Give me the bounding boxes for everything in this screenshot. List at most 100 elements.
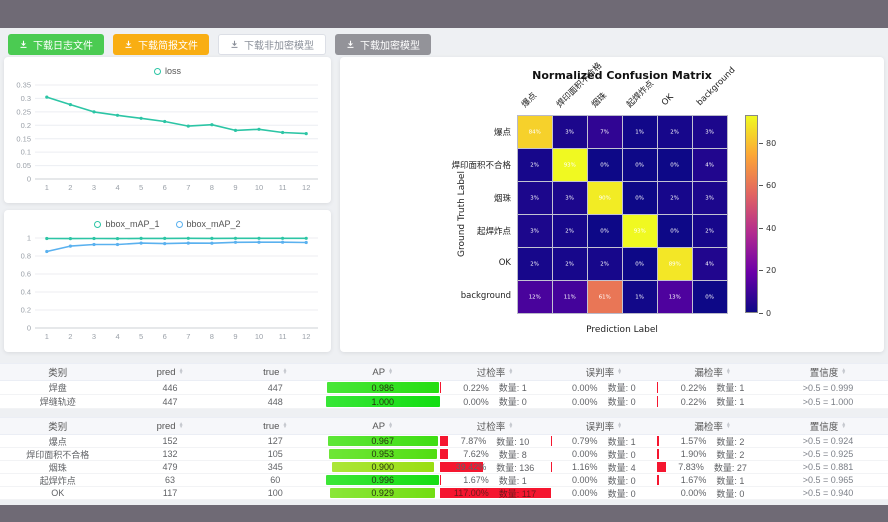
- svg-text:1: 1: [45, 332, 49, 341]
- rate-bar: [657, 436, 659, 446]
- colorbar-tick-label: 0: [766, 309, 772, 318]
- dashboard-content: 下载日志文件 下载简报文件 下载非加密模型 下载加密模型 loss 0 0.05 0…: [0, 28, 888, 505]
- loss-legend: loss: [4, 64, 331, 78]
- confusion-matrix-xlabel: Prediction Label: [586, 325, 658, 335]
- legend-item-bbox-map-1[interactable]: bbox_mAP_1: [94, 219, 160, 229]
- confidence-cell: >0.5 = 0.999: [802, 382, 854, 393]
- svg-text:1: 1: [27, 234, 31, 243]
- confidence-cell: >0.5 = 0.924: [802, 436, 854, 446]
- rate-cell: 1.16% 数量: 4: [550, 461, 658, 473]
- column-header[interactable]: 过检率 ▲ ▼: [476, 366, 514, 379]
- class-name: 起焊炸点: [39, 475, 76, 486]
- ap-cell: 0.967: [326, 435, 440, 447]
- sort-caret-icon[interactable]: ▲ ▼: [282, 366, 288, 376]
- matrix-cell: 11%: [553, 281, 587, 313]
- download-report-button[interactable]: 下载简报文件: [113, 34, 209, 55]
- ap-cell: 1.000: [325, 395, 440, 408]
- svg-text:3: 3: [92, 183, 96, 192]
- column-header[interactable]: 误判率 ▲ ▼: [585, 420, 623, 433]
- matrix-cell: 4%: [693, 149, 727, 181]
- sort-caret-icon[interactable]: ▲ ▼: [617, 366, 623, 376]
- svg-text:5: 5: [139, 183, 143, 192]
- legend-label: bbox_mAP_1: [105, 219, 160, 229]
- pred-count: 132: [162, 449, 178, 459]
- rate-cell: 0.00% 数量: 0: [572, 382, 636, 394]
- colorbar-tick-label: 80: [766, 138, 777, 148]
- download-log-button[interactable]: 下载日志文件: [8, 34, 104, 55]
- sort-caret-icon[interactable]: ▲ ▼: [388, 366, 394, 376]
- column-header[interactable]: AP ▲ ▼: [372, 366, 394, 378]
- ap-bar: 0.967: [327, 436, 438, 446]
- sort-caret-icon[interactable]: ▲ ▼: [388, 420, 394, 430]
- matrix-row-label: 焊印面积不合格: [451, 161, 511, 171]
- matrix-cell: 4%: [693, 248, 727, 280]
- class-name: 焊缝轨迹: [39, 397, 76, 407]
- matrix-cell: 3%: [553, 116, 587, 148]
- svg-text:9: 9: [233, 332, 237, 341]
- download-plain-model-button[interactable]: 下载非加密模型: [218, 34, 326, 55]
- column-header[interactable]: 漏检率 ▲ ▼: [694, 420, 731, 433]
- svg-text:11: 11: [279, 332, 287, 341]
- sort-caret-icon[interactable]: ▲ ▼: [725, 420, 731, 430]
- rate-cell: 0.00% 数量: 0: [572, 396, 636, 408]
- matrix-cell: 89%: [658, 248, 692, 280]
- sort-caret-icon[interactable]: ▲ ▼: [508, 420, 514, 430]
- ap-bar: 0.996: [326, 475, 440, 485]
- sort-caret-icon[interactable]: ▲ ▼: [282, 420, 288, 430]
- colorbar-tick-label: 40: [766, 223, 777, 233]
- svg-text:0.05: 0.05: [16, 161, 31, 170]
- matrix-cell: 3%: [518, 215, 552, 247]
- matrix-cell: 90%: [588, 182, 622, 214]
- column-header[interactable]: pred ▲ ▼: [156, 420, 184, 432]
- svg-text:0.25: 0.25: [16, 107, 31, 116]
- rate-bar: [439, 488, 551, 498]
- column-header[interactable]: 置信度 ▲ ▼: [809, 366, 847, 379]
- matrix-cell: 0%: [623, 248, 657, 280]
- column-header[interactable]: 漏检率 ▲ ▼: [694, 366, 731, 379]
- download-encrypted-model-button[interactable]: 下载加密模型: [335, 34, 431, 55]
- rate-cell: 117.00% 数量: 117: [439, 487, 551, 499]
- download-toolbar: 下载日志文件 下载简报文件 下载非加密模型 下载加密模型: [8, 34, 431, 55]
- table-row: 爆点 152 127 0.967 7.87% 数量: 10 0.79% 数量: 1 1.57% 数…: [0, 435, 888, 448]
- confidence-cell: >0.5 = 1.000: [802, 396, 854, 407]
- sort-caret-icon[interactable]: ▲ ▼: [725, 366, 731, 376]
- rate-cell: 7.62% 数量: 8: [439, 448, 551, 460]
- legend-item-loss[interactable]: loss: [153, 66, 181, 76]
- column-header[interactable]: true ▲ ▼: [263, 420, 288, 432]
- svg-text:9: 9: [233, 183, 237, 192]
- svg-text:7: 7: [186, 332, 190, 341]
- rate-cell: 7.87% 数量: 10: [439, 435, 551, 447]
- matrix-row-label: OK: [498, 258, 511, 268]
- legend-item-bbox-map-2[interactable]: bbox_mAP_2: [175, 219, 241, 229]
- sort-caret-icon[interactable]: ▲ ▼: [617, 420, 623, 430]
- class-name: 焊印面积不合格: [26, 449, 90, 460]
- matrix-cell: 1%: [623, 116, 657, 148]
- svg-text:10: 10: [255, 183, 263, 192]
- column-header[interactable]: 置信度 ▲ ▼: [809, 420, 847, 433]
- true-count: 447: [267, 382, 283, 393]
- colorbar-tick-label: 20: [766, 266, 777, 276]
- column-header[interactable]: pred ▲ ▼: [156, 366, 184, 378]
- sort-caret-icon[interactable]: ▲ ▼: [841, 366, 847, 376]
- legend-marker-icon: [175, 220, 183, 228]
- download-encrypted-model-label: 下载加密模型: [360, 41, 420, 52]
- matrix-cell: 84%: [518, 116, 552, 148]
- svg-text:0.8: 0.8: [21, 252, 31, 261]
- sort-caret-icon[interactable]: ▲ ▼: [178, 366, 184, 376]
- sort-caret-icon[interactable]: ▲ ▼: [841, 420, 847, 430]
- download-icon: [125, 40, 132, 48]
- sort-caret-icon[interactable]: ▲ ▼: [508, 366, 514, 376]
- true-count: 60: [270, 475, 281, 485]
- column-header[interactable]: 过检率 ▲ ▼: [476, 420, 514, 433]
- column-header[interactable]: true ▲ ▼: [263, 366, 288, 378]
- class-name: 烟珠: [48, 462, 67, 473]
- sort-caret-icon[interactable]: ▲ ▼: [178, 420, 184, 430]
- column-header[interactable]: AP ▲ ▼: [372, 420, 394, 432]
- colorbar-tick-label: 60: [766, 181, 777, 191]
- rate-bar: [550, 436, 552, 446]
- svg-text:0: 0: [27, 324, 31, 333]
- pred-count: 479: [162, 462, 178, 472]
- column-header[interactable]: 误判率 ▲ ▼: [585, 366, 623, 379]
- rate-cell: 0.00% 数量: 0: [463, 396, 527, 408]
- svg-text:0.15: 0.15: [16, 134, 31, 143]
